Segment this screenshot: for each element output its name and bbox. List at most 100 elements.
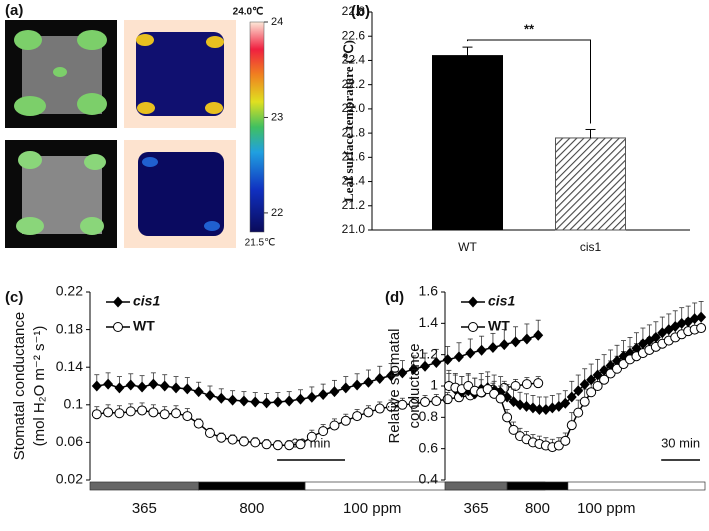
data-point [527, 402, 538, 414]
data-point [495, 393, 506, 404]
data-point [533, 378, 544, 389]
data-point [295, 439, 306, 450]
annotation: ** [524, 21, 535, 36]
bar [432, 55, 503, 231]
y-tick-label: 21.4 [342, 174, 366, 188]
y-tick-label: 0.14 [56, 358, 83, 374]
data-point [566, 420, 577, 431]
data-point [397, 399, 408, 410]
co2-phase-label: 800 [525, 500, 550, 517]
data-point [329, 386, 340, 398]
data-point [340, 382, 351, 394]
colorbar-min-label: 21.5℃ [245, 238, 276, 249]
y-tick-label: 22.4 [342, 53, 366, 67]
co2-phase-label: 365 [464, 500, 489, 517]
data-point [510, 381, 521, 391]
data-point [431, 357, 442, 368]
data-point [329, 420, 340, 431]
data-point [171, 408, 182, 419]
data-point [103, 378, 114, 390]
y-tick-label: 22.0 [342, 101, 366, 115]
data-point [216, 432, 227, 443]
data-point [599, 374, 610, 385]
series-line [96, 382, 539, 446]
data-point [515, 399, 526, 411]
data-point [374, 372, 385, 384]
legend-marker [113, 296, 123, 308]
colorbar [249, 21, 265, 233]
data-point [397, 367, 408, 379]
co2-phase-bar [567, 481, 706, 491]
data-point [408, 363, 419, 375]
data-point [650, 331, 661, 343]
data-point [363, 407, 374, 418]
data-point [238, 395, 249, 407]
data-point [148, 378, 159, 390]
co2-phase-bar [198, 481, 306, 491]
data-point [696, 323, 707, 334]
data-point [125, 379, 136, 391]
data-point [284, 440, 295, 451]
y-tick-label: 22.8 [342, 4, 366, 18]
data-point [431, 396, 442, 407]
data-point [227, 394, 238, 406]
data-point [182, 383, 193, 395]
y-tick-label: 22.2 [342, 77, 366, 91]
plant-photos [5, 20, 117, 248]
data-point [586, 387, 597, 398]
y-tick-label: 21.2 [342, 198, 366, 212]
data-point [502, 412, 513, 423]
legend-marker [113, 322, 123, 332]
data-point [284, 395, 295, 407]
data-point [159, 409, 170, 420]
legend-marker [468, 296, 478, 308]
data-point [261, 439, 272, 450]
data-point [374, 403, 385, 414]
y-tick-label: 0.4 [419, 471, 439, 487]
data-point [103, 407, 114, 418]
data-point [566, 391, 577, 403]
data-point [114, 408, 125, 419]
data-point [227, 434, 238, 445]
y-axis-label: Leaf surface temprature (℃) [341, 40, 356, 202]
x-tick-label: WT [458, 240, 477, 254]
data-point [159, 380, 170, 392]
data-point [573, 385, 584, 397]
y-tick-label: 1.6 [419, 283, 439, 299]
data-point [352, 379, 363, 391]
data-point [295, 393, 306, 405]
data-point [510, 336, 521, 348]
y-tick-label: 0.8 [419, 408, 439, 424]
data-point [573, 407, 584, 418]
data-point [586, 374, 597, 386]
data-point [487, 341, 498, 353]
data-point [689, 313, 700, 325]
series-line [96, 334, 539, 404]
data-point [476, 344, 487, 356]
co2-phase-label: 365 [132, 500, 157, 517]
y-tick-label: 1 [430, 377, 438, 393]
data-point [579, 396, 590, 407]
data-point [408, 398, 419, 409]
data-point [137, 381, 148, 393]
co2-phase-label: 100 ppm [343, 500, 401, 517]
data-point [171, 382, 182, 394]
data-point [91, 380, 102, 392]
data-point [318, 426, 329, 437]
data-point [420, 360, 431, 372]
thermal-images [124, 20, 236, 248]
data-point [193, 418, 204, 429]
data-point [499, 339, 510, 351]
data-point [238, 436, 249, 447]
y-tick-label: 0.18 [56, 320, 83, 336]
data-point [386, 401, 397, 412]
data-point [216, 392, 227, 404]
y-axis-label: Stomatal conductance [11, 312, 28, 460]
data-point [534, 404, 545, 415]
data-point [114, 382, 125, 394]
data-point [272, 440, 283, 451]
data-point [521, 379, 532, 390]
data-point [592, 381, 603, 391]
y-axis-label: (mol H₂O m⁻² s⁻¹) [31, 326, 48, 447]
